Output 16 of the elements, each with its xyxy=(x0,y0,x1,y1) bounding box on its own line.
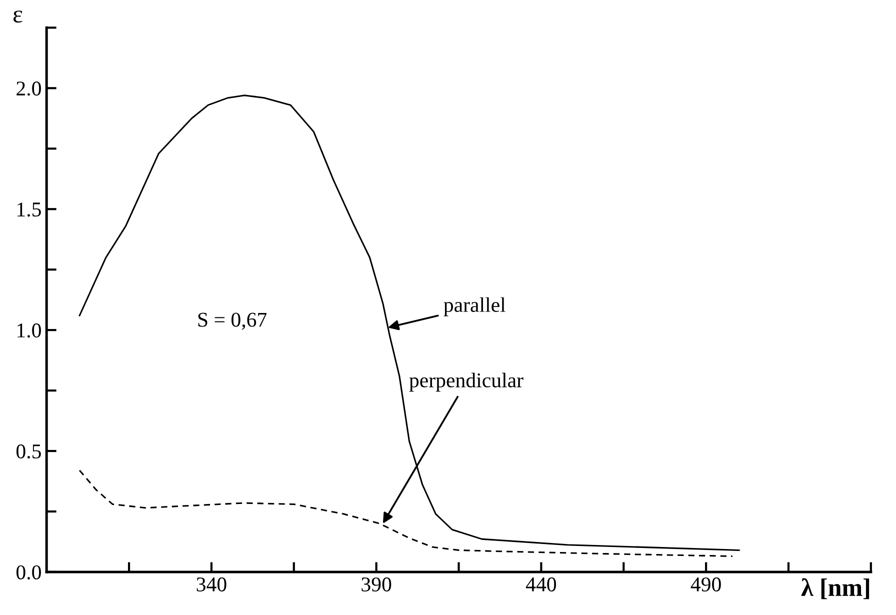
annotation: parallel xyxy=(444,297,506,316)
x-tick-label: 440 xyxy=(526,577,556,592)
y-tick-label: 0.5 xyxy=(16,444,41,459)
line-series xyxy=(78,470,734,557)
x-tick-label: 390 xyxy=(362,577,392,592)
text: 0.0 xyxy=(16,565,41,580)
x-tick-label: 340 xyxy=(196,577,226,592)
y-tick-label: 2.0 xyxy=(16,82,41,96)
annotation: perpendicular xyxy=(409,372,524,392)
line-series xyxy=(78,94,740,551)
annotation: S = 0,67 xyxy=(198,312,267,330)
y-tick-label: 1.0 xyxy=(18,323,41,338)
y-tick-label: 1.5 xyxy=(18,202,41,217)
x-axis-title: λ [nm] xyxy=(801,578,870,600)
x-tick-label: 490 xyxy=(690,577,721,592)
y-axis-title: ε xyxy=(13,10,22,23)
